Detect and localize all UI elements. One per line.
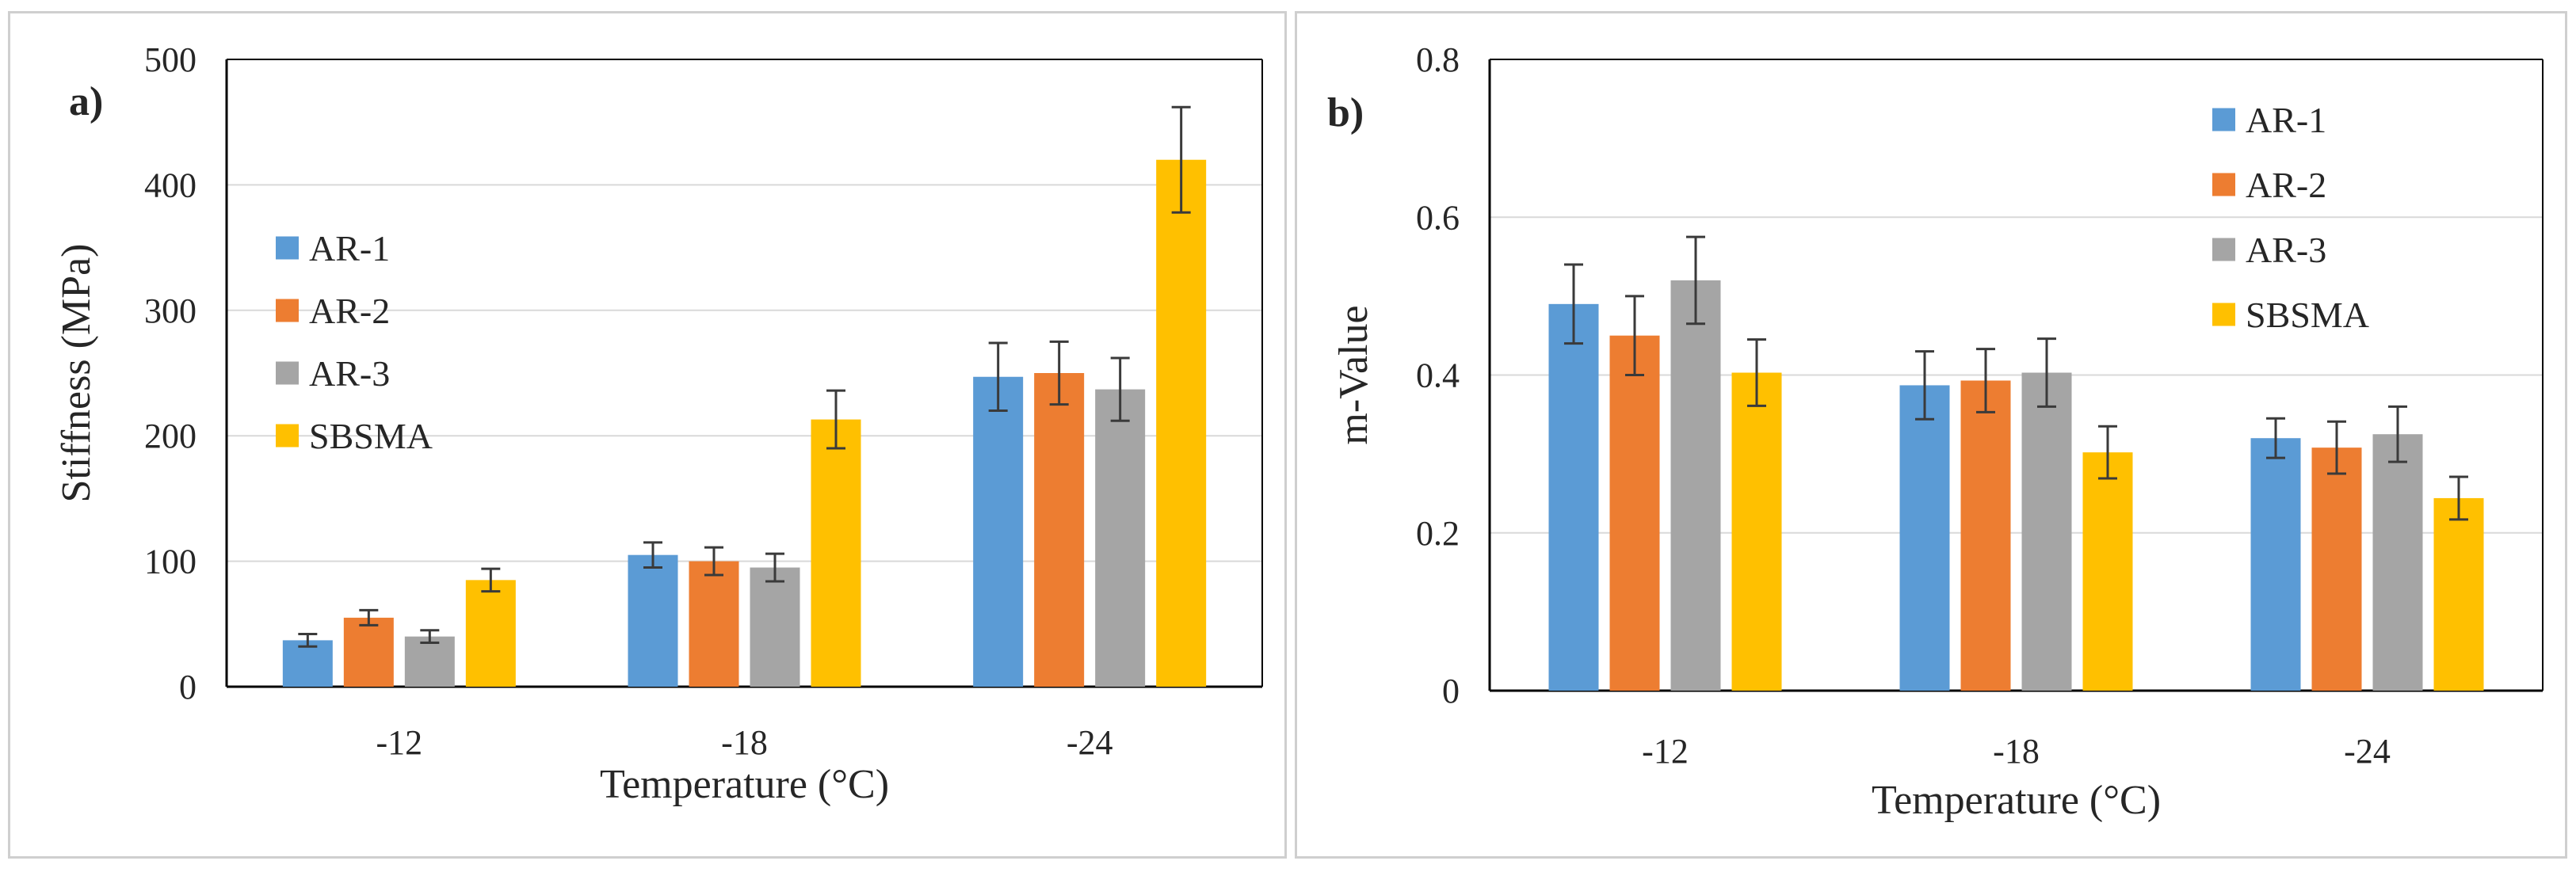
x-tick-label: -18 — [721, 723, 768, 762]
y-tick-label: 0.8 — [1416, 40, 1460, 79]
bar-ar-2--12 — [1609, 335, 1660, 691]
bar-ar-3--24 — [1095, 389, 1146, 687]
legend-label-sbsma: SBSMA — [2246, 295, 2369, 335]
stiffness-chart: 0 100 200 300 400 500 -12 -18 -24 Temperature (°C… — [54, 40, 1263, 807]
x-tick-label: -18 — [1993, 732, 2040, 771]
y-tick-label: 200 — [144, 417, 197, 455]
y-tick-label: 500 — [144, 40, 197, 79]
bar-sbsma--18 — [2082, 452, 2133, 691]
bar-sbsma--18 — [811, 419, 861, 687]
bar-ar-2--24 — [1034, 373, 1085, 687]
x-tick-label: -24 — [2344, 732, 2391, 771]
legend-swatch-ar-2 — [2212, 173, 2235, 196]
bar-sbsma--24 — [1156, 159, 1207, 687]
y-tick-label: 0 — [1442, 672, 1460, 710]
legend-swatch-ar-1 — [2212, 108, 2235, 131]
legend-swatch-ar-3 — [276, 361, 299, 385]
bar-ar-3--24 — [2372, 434, 2423, 691]
bar-ar-1--12 — [282, 640, 333, 687]
legend-swatch-sbsma — [276, 424, 299, 448]
bar-ar-2--18 — [1960, 380, 2011, 691]
panel-label: b) — [1327, 90, 1364, 135]
legend-label-ar-2: AR-2 — [309, 291, 390, 331]
y-tick-label: 0 — [179, 668, 197, 707]
bar-ar-1--24 — [973, 376, 1024, 687]
x-axis-title: Temperature (°C) — [1872, 778, 2161, 823]
bar-sbsma--12 — [465, 580, 516, 687]
y-axis-title: m-Value — [1331, 305, 1376, 444]
y-axis-title: Stiffness (MPa) — [54, 244, 99, 503]
x-tick-label: -12 — [1642, 732, 1689, 771]
x-tick-label: -12 — [376, 723, 423, 762]
legend-label-ar-1: AR-1 — [2246, 100, 2326, 140]
legend-label-ar-3: AR-3 — [309, 353, 390, 394]
legend-label-ar-1: AR-1 — [309, 228, 390, 269]
panel-label: a) — [69, 79, 103, 124]
bar-ar-1--18 — [628, 554, 678, 687]
legend-swatch-ar-3 — [2212, 238, 2235, 261]
bar-ar-3--18 — [2021, 372, 2072, 691]
bar-sbsma--12 — [1731, 372, 1782, 691]
y-tick-label: 300 — [144, 291, 197, 330]
stiffness-chart-panel: 0 100 200 300 400 500 -12 -18 -24 Temperature (°C… — [8, 11, 1287, 859]
m-value-chart-panel: 0 0.2 0.4 0.6 0.8 -12 -18 -24 Temperature (°C) m-… — [1295, 11, 2567, 859]
y-tick-label: 0.4 — [1416, 356, 1460, 395]
legend-swatch-ar-2 — [276, 299, 299, 322]
x-tick-label: -24 — [1067, 723, 1113, 762]
y-tick-label: 400 — [144, 166, 197, 204]
x-axis-title: Temperature (°C) — [600, 762, 889, 807]
legend-label-sbsma: SBSMA — [309, 416, 433, 456]
bar-ar-1--24 — [2250, 438, 2301, 691]
y-tick-label: 0.2 — [1416, 514, 1460, 553]
bar-ar-1--18 — [1899, 385, 1950, 691]
bar-ar-1--12 — [1548, 303, 1599, 691]
y-tick-label: 0.6 — [1416, 198, 1460, 237]
bar-ar-3--12 — [404, 636, 455, 687]
y-tick-label: 100 — [144, 543, 197, 581]
bar-sbsma--24 — [2433, 497, 2484, 691]
legend-swatch-sbsma — [2212, 303, 2235, 326]
bar-ar-2--24 — [2311, 448, 2362, 691]
bar-ar-3--12 — [1670, 280, 1721, 691]
bar-ar-2--18 — [689, 561, 739, 687]
m-value-chart: 0 0.2 0.4 0.6 0.8 -12 -18 -24 Temperature (°C) m-… — [1327, 40, 2544, 823]
legend-swatch-ar-1 — [276, 236, 299, 260]
legend-label-ar-2: AR-2 — [2246, 165, 2326, 205]
bar-ar-3--18 — [750, 567, 800, 687]
legend-label-ar-3: AR-3 — [2246, 230, 2326, 270]
bar-ar-2--12 — [343, 617, 394, 687]
